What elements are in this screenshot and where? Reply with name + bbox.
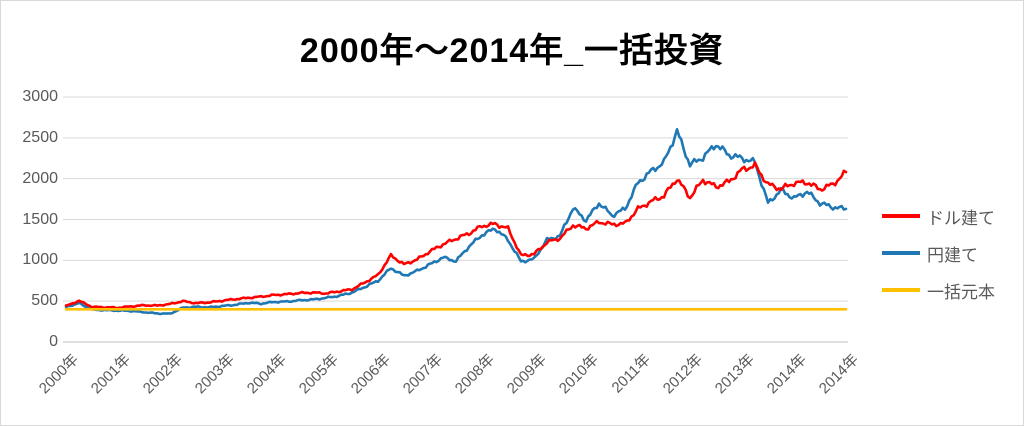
y-tick-label: 1500 [22,210,58,228]
series-line-dollar[interactable] [64,161,848,310]
y-tick-label: 0 [49,333,58,350]
legend-item[interactable]: 一括元本 [882,278,995,302]
y-tick-label: 2000 [22,169,58,187]
legend-label: ドル建て [927,208,995,228]
legend-line-swatch [882,214,920,218]
y-tick-label: 3000 [22,88,58,105]
legend: ドル建て円建て一括元本 [882,204,995,315]
chart-title: 2000年～2014年_一括投資 [299,32,725,70]
y-tick-label: 1000 [22,251,58,269]
y-tick-label: 500 [31,292,58,310]
legend-item[interactable]: 円建て [882,241,995,265]
legend-line-swatch [882,288,920,292]
legend-label: 一括元本 [927,282,995,302]
y-tick-label: 2500 [22,128,58,146]
legend-label: 円建て [927,245,978,265]
series-line-yen[interactable] [64,128,848,316]
legend-line-swatch [882,251,920,255]
legend-item[interactable]: ドル建て [882,204,995,228]
